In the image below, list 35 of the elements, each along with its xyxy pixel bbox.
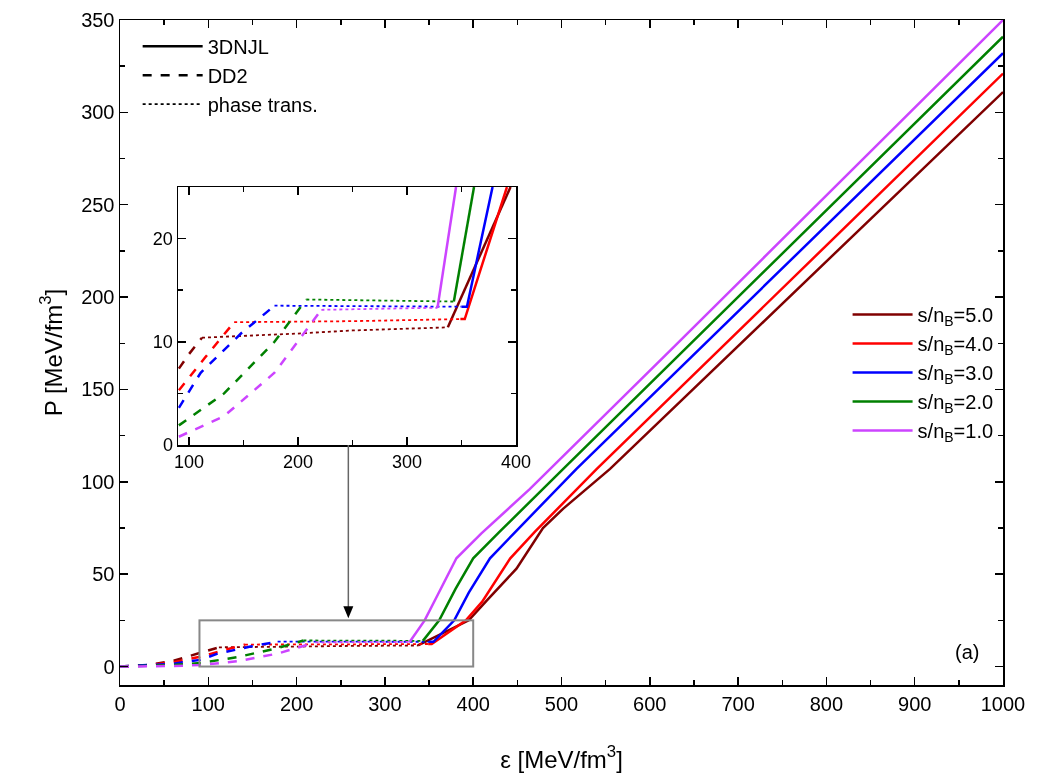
x-tick-label: 100 bbox=[191, 692, 225, 715]
x-tick-label: 100 bbox=[173, 452, 204, 473]
x-tick-label: 400 bbox=[456, 692, 490, 715]
legend-label: s/n$_{B}$=3.0 bbox=[917, 362, 994, 388]
y-tick-label: 0 bbox=[103, 655, 115, 678]
x-tick-label: 300 bbox=[391, 452, 422, 473]
x-tick-label: 400 bbox=[500, 452, 532, 473]
legend-label: s/n$_{B}$=2.0 bbox=[917, 391, 994, 417]
x-tick-label: 600 bbox=[633, 692, 667, 715]
x-tick-label: 700 bbox=[721, 692, 755, 715]
x-tick-label: 500 bbox=[544, 692, 579, 715]
x-tick-label: 1000 bbox=[980, 692, 1026, 715]
legend-label: s/n$_{B}$=4.0 bbox=[917, 333, 994, 359]
legend-label: phase trans. bbox=[207, 93, 318, 116]
x-tick-label: 900 bbox=[898, 692, 932, 715]
y-tick-label: 0 bbox=[162, 435, 173, 456]
y-tick-label: 300 bbox=[81, 101, 115, 124]
x-tick-label: 200 bbox=[282, 452, 313, 473]
legend-label: s/n$_{B}$=5.0 bbox=[917, 304, 994, 330]
y-tick-label: 100 bbox=[81, 470, 115, 493]
y-tick-label: 150 bbox=[81, 378, 115, 401]
annotation: (a) bbox=[955, 641, 980, 663]
y-tick-label: 350 bbox=[81, 9, 115, 31]
x-tick-label: 200 bbox=[279, 692, 314, 715]
y-tick-label: 200 bbox=[81, 286, 115, 309]
y-tick-label: 10 bbox=[152, 332, 173, 353]
y-tick-label: 250 bbox=[81, 193, 115, 216]
x-tick-label: 800 bbox=[809, 692, 844, 715]
legend-label: 3DNJL bbox=[207, 35, 269, 58]
legend-label: DD2 bbox=[207, 64, 248, 87]
y-tick-label: 50 bbox=[92, 563, 115, 586]
legend-label: s/n$_{B}$=1.0 bbox=[917, 420, 994, 446]
x-axis-title: ε [MeV/fm$^{3}$] bbox=[500, 742, 623, 773]
y-tick-label: 20 bbox=[152, 228, 173, 249]
x-tick-label: 300 bbox=[368, 692, 402, 715]
